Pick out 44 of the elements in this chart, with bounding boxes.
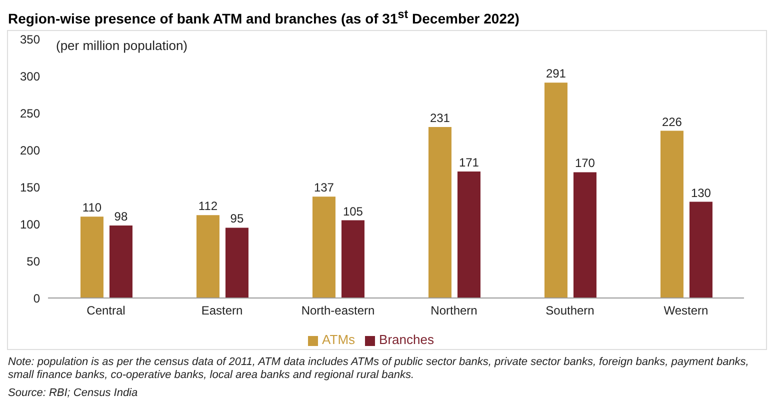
y-axis-title: (per million population) — [56, 38, 188, 54]
data-label: 137 — [314, 180, 334, 195]
y-tick-label: 250 — [20, 106, 40, 120]
data-label: 110 — [82, 200, 102, 215]
bar — [457, 171, 480, 298]
y-tick-label: 350 — [20, 32, 40, 46]
data-label: 105 — [342, 204, 364, 218]
source-note: Source: RBI; Census India — [8, 387, 139, 400]
data-label: 170 — [574, 156, 596, 170]
y-tick-label: 300 — [20, 69, 40, 84]
data-label: 112 — [198, 199, 218, 214]
bar — [109, 225, 132, 298]
bar — [341, 220, 364, 298]
x-tick-label: North-eastern — [301, 304, 375, 318]
data-label: 98 — [114, 209, 128, 224]
x-tick-label: Central — [86, 304, 126, 318]
legend-label: Branches — [379, 332, 434, 347]
x-tick-label: Southern — [546, 304, 594, 318]
y-tick-label: 200 — [20, 143, 40, 158]
x-tick-label: Northern — [430, 304, 478, 318]
data-label: 171 — [458, 155, 480, 170]
data-label: 226 — [662, 114, 682, 129]
y-tick-label: 100 — [20, 217, 40, 232]
data-label: 291 — [546, 66, 566, 81]
y-tick-label: 0 — [33, 291, 40, 306]
y-tick-label: 150 — [20, 180, 40, 194]
bar — [573, 172, 596, 298]
x-tick-label: Western — [664, 304, 708, 318]
bar — [312, 196, 336, 298]
chart-title: Region-wise presence of bank ATM and branches (as of 31$^{st}$ December 2022) — [8, 8, 520, 27]
bar — [660, 130, 684, 298]
y-tick-label: 50 — [26, 254, 40, 268]
data-label: 95 — [230, 212, 244, 226]
data-label: 130 — [690, 186, 712, 200]
bar — [225, 228, 248, 298]
bar — [544, 82, 568, 298]
x-tick-label: Eastern — [201, 304, 243, 318]
legend-label: ATMs — [322, 332, 356, 347]
bar — [196, 215, 220, 298]
bar — [428, 127, 452, 298]
data-label: 231 — [430, 111, 450, 126]
bar — [80, 216, 104, 298]
text: Note: population is as per the census data of 2011, ATM data includes ATMs of public sector banks, private sector banks, foreign banks, payment banks, small finance banks, co-operative banks, local area banks and regional rural banks. — [8, 356, 750, 382]
bar — [689, 202, 712, 298]
